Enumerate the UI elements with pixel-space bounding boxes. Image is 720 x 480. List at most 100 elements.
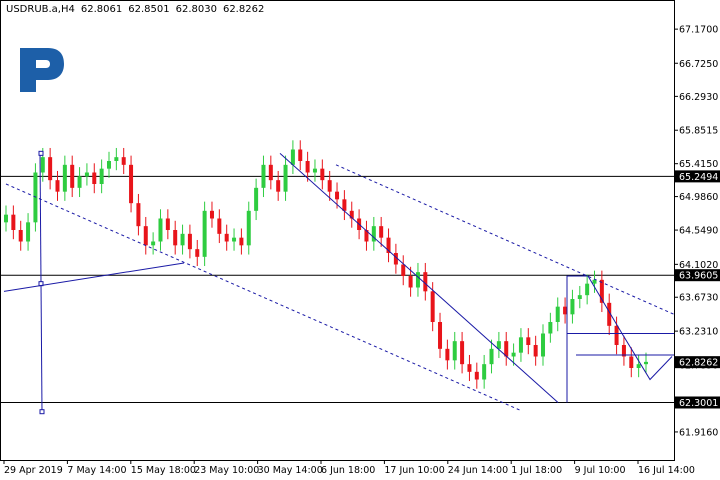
candle-body — [423, 272, 428, 292]
candle-body — [430, 291, 435, 322]
candle-body — [496, 341, 501, 349]
x-tick-label: 6 Jun 18:00 — [321, 465, 375, 476]
candle-body — [621, 345, 626, 357]
candle-body — [320, 168, 325, 181]
candle-body — [55, 180, 60, 192]
low-value: 62.8030 — [175, 4, 217, 15]
y-tick-label: 64.5490 — [679, 226, 718, 237]
candle-body — [379, 226, 384, 238]
y-tick-label: 67.1700 — [679, 25, 718, 36]
plot-frame — [0, 0, 675, 461]
price-label-text: 65.2494 — [679, 172, 718, 183]
candle-body — [195, 249, 200, 257]
candle-body — [48, 157, 53, 181]
y-tick-label: 61.9160 — [679, 427, 718, 438]
candle-body — [158, 218, 163, 242]
candle-body — [268, 164, 273, 181]
candle-body — [254, 187, 259, 211]
channel-lower-dashed-line — [5, 183, 521, 411]
x-tick-label: 16 Jul 14:00 — [638, 465, 695, 476]
candle-body — [224, 233, 229, 242]
candle-body — [40, 157, 45, 173]
price-label-text: 62.8262 — [679, 358, 718, 369]
marker-handle-bottom — [39, 409, 45, 415]
candle-body — [474, 371, 479, 380]
candle-body — [607, 302, 612, 326]
y-tick-label: 64.1020 — [679, 260, 718, 271]
y-tick-label: 63.6730 — [679, 293, 718, 304]
candle-body — [114, 157, 119, 161]
price-label-box — [675, 170, 720, 183]
x-tick-label: 7 May 14:00 — [67, 465, 126, 476]
projection-path — [566, 275, 673, 403]
candle-body — [209, 210, 214, 219]
candle-body — [563, 306, 568, 315]
candle-body — [401, 264, 406, 276]
open-value: 62.8061 — [80, 4, 123, 15]
channel-upper-dashed-line — [335, 164, 675, 315]
candle-body — [518, 337, 523, 353]
candle-body — [342, 199, 347, 211]
candle-body — [18, 230, 23, 242]
candle-body — [585, 283, 590, 296]
candle-body — [364, 230, 369, 242]
downtrend-line — [279, 152, 559, 403]
candle-body — [129, 164, 134, 204]
candle-body — [511, 352, 516, 357]
candle-body — [106, 161, 111, 169]
candle-body — [548, 322, 553, 334]
candle-body — [283, 164, 288, 192]
candle-body — [143, 226, 148, 246]
x-tick-label: 9 Jul 10:00 — [575, 465, 626, 476]
candle-body — [290, 149, 295, 165]
y-tick-label: 66.2930 — [679, 92, 718, 103]
candle-body — [327, 180, 332, 192]
candle-body — [335, 191, 340, 200]
candle-body — [504, 341, 509, 357]
candle-body — [526, 337, 531, 345]
candle-body — [614, 325, 619, 345]
candle-body — [26, 222, 31, 242]
candle-body — [121, 157, 126, 165]
x-tick-label: 29 Apr 2019 — [4, 465, 63, 476]
x-tick-label: 17 Jun 10:00 — [384, 465, 444, 476]
candle-body — [541, 333, 546, 357]
candle-body — [92, 172, 97, 184]
y-tick-label: 65.8515 — [679, 126, 718, 137]
candle-body — [533, 345, 538, 357]
candle-body — [408, 276, 413, 288]
candle-body — [592, 279, 597, 284]
candle-body — [305, 161, 310, 173]
candle-body — [629, 356, 634, 368]
price-label-box — [675, 356, 720, 369]
candle-body — [261, 164, 266, 188]
chart-header: USDRUB.a,H4 62.8061 62.8501 62.8030 62.8262 — [6, 4, 270, 15]
candle-body — [415, 272, 420, 288]
candle-body — [349, 210, 354, 219]
close-value: 62.8262 — [222, 4, 265, 15]
candle-body — [312, 168, 317, 173]
candle-body — [165, 218, 170, 230]
x-tick-label: 23 May 10:00 — [194, 465, 259, 476]
y-tick-label: 63.2310 — [679, 327, 718, 338]
candle-body — [445, 348, 450, 361]
candle-body — [636, 364, 641, 368]
candle-body — [489, 348, 494, 365]
price-label-box — [675, 396, 720, 409]
candle-body — [570, 299, 575, 315]
candle-body — [276, 180, 281, 192]
candle-body — [239, 237, 244, 246]
candle-body — [77, 176, 82, 188]
support-trend-line — [3, 262, 185, 292]
y-tick-label: 66.7250 — [679, 59, 718, 70]
candle-body — [84, 172, 89, 177]
candle-body — [173, 230, 178, 246]
price-label-text: 63.9605 — [679, 271, 718, 282]
price-label-text: 62.3001 — [679, 398, 718, 409]
candle-body — [232, 237, 237, 242]
candle-body — [151, 241, 156, 246]
candle-body — [202, 210, 207, 257]
candle-body — [482, 364, 487, 380]
